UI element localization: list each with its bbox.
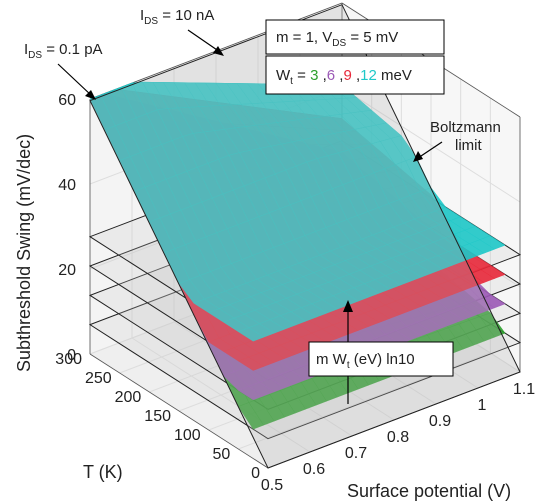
svg-text:Boltzmann: Boltzmann — [430, 119, 501, 136]
y-tick-label: 300 — [55, 351, 82, 368]
y-tick-label: 0 — [251, 465, 260, 482]
z-tick-label: 60 — [58, 92, 76, 109]
surface-12 — [89, 81, 506, 342]
svg-text:limit: limit — [455, 137, 482, 154]
boltzmann-arrow — [417, 141, 443, 159]
legend-box: Wt = 3 ,6 ,9 ,12 meV — [265, 55, 445, 95]
parameter-box: m = 1, VDS = 5 mV — [265, 19, 445, 55]
y-tick-label: 250 — [85, 370, 112, 387]
y-tick-label: 150 — [144, 408, 171, 425]
svg-text:m Wt (eV) ln10: m Wt (eV) ln10 — [316, 351, 415, 371]
legend-value-3: 3 — [310, 67, 318, 84]
y-tick-label: 100 — [174, 427, 201, 444]
svg-text:IDS = 10 nA: IDS = 10 nA — [140, 7, 214, 27]
z-tick-label: 20 — [58, 262, 76, 279]
mwt-arrowhead-up — [343, 300, 353, 312]
x-axis-label: Surface potential (V) — [347, 481, 511, 501]
x-tick-label: 0.7 — [345, 445, 367, 462]
ids-low-annotation: IDS = 0.1 pA — [24, 41, 103, 100]
x-tick-label: 1 — [478, 397, 487, 414]
mwt-annotation: m Wt (eV) ln10 — [308, 300, 454, 404]
x-tick-label: 1.1 — [513, 381, 535, 398]
y-tick-label: 50 — [213, 446, 231, 463]
boltzmann-arrowhead — [413, 151, 423, 162]
z-axis-label: Subthreshold Swing (mV/dec) — [14, 134, 34, 372]
legend-value-6: 6 — [327, 67, 335, 84]
legend-value-12: 12 — [360, 67, 377, 84]
y-axis-label: T (K) — [83, 462, 123, 482]
z-tick-label: 0 — [67, 347, 76, 364]
ids-high-annotation: IDS = 10 nA — [140, 7, 224, 56]
x-tick-label: 0.8 — [387, 429, 409, 446]
z-tick-label: 40 — [58, 177, 76, 194]
svg-text:m = 1, VDS = 5 mV: m = 1, VDS = 5 mV — [276, 29, 398, 49]
x-tick-label: 0.6 — [303, 461, 325, 478]
ids-low-arrow — [57, 63, 93, 97]
boltzmann-annotation: Boltzmann limit — [413, 119, 501, 162]
ids-high-arrow — [187, 29, 221, 53]
x-tick-label: 0.9 — [429, 413, 451, 430]
legend-value-9: 9 — [343, 67, 351, 84]
box-edge-6 — [89, 353, 269, 469]
svg-text:IDS = 0.1 pA: IDS = 0.1 pA — [24, 41, 103, 61]
y-tick-label: 200 — [115, 389, 142, 406]
ids-low-arrowhead — [85, 90, 96, 100]
svg-text:Wt = 3 ,6 ,9 ,12 meV: Wt = 3 ,6 ,9 ,12 meV — [276, 67, 412, 87]
surfaces — [89, 81, 506, 430]
ids-high-arrowhead — [213, 46, 224, 56]
x-tick-label: 0.5 — [261, 477, 283, 494]
